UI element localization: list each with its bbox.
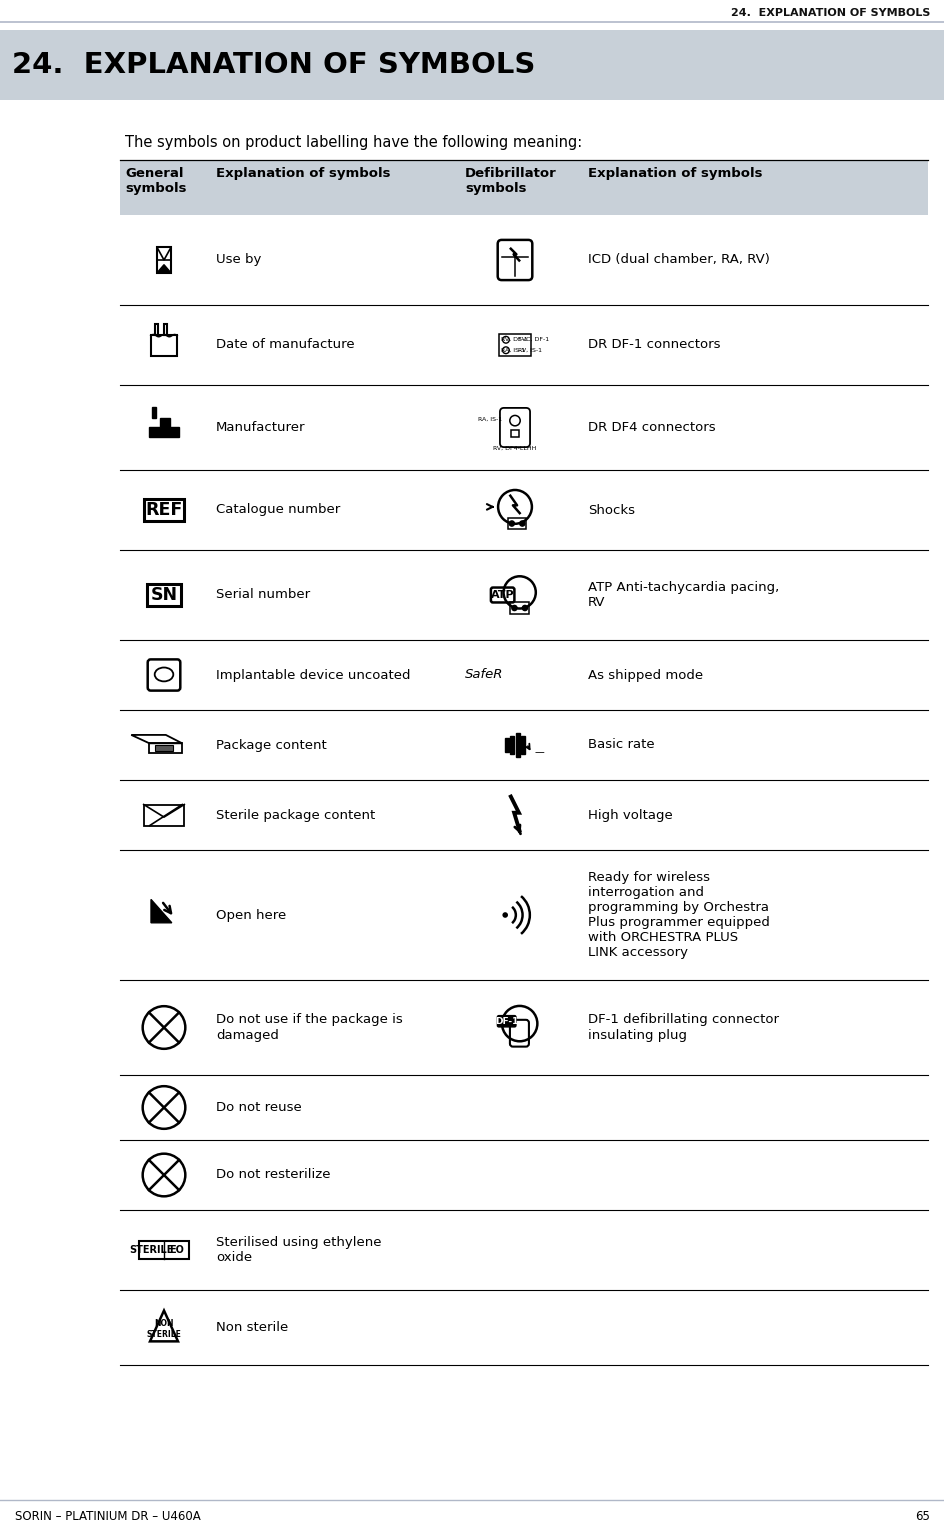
Bar [150,334,177,356]
Text: As shipped mode: As shipped mode [587,668,702,682]
Bar [152,408,156,419]
Text: RV, DF-1: RV, DF-1 [500,337,527,342]
Text: SVC, DF-1: SVC, DF-1 [517,337,548,342]
Bar [504,739,508,751]
Bar [498,334,531,356]
Text: Explanation of symbols: Explanation of symbols [216,167,390,179]
Bar [155,745,173,751]
Text: Shocks: Shocks [587,503,634,517]
Text: Sterilised using ethylene
oxide: Sterilised using ethylene oxide [216,1236,381,1265]
Text: —: — [534,747,544,757]
Text: Use by: Use by [216,253,261,267]
Text: Manufacturer: Manufacturer [216,422,305,434]
Circle shape [502,912,508,918]
Text: Ready for wireless
interrogation and
programming by Orchestra
Plus programmer eq: Ready for wireless interrogation and pro… [587,871,769,960]
Bar [515,733,519,757]
Text: General
symbols: General symbols [125,167,186,195]
Text: Explanation of symbols: Explanation of symbols [587,167,762,179]
Bar [163,323,167,334]
Text: NON
STERILE: NON STERILE [146,1320,181,1338]
Text: DF-1 defibrillating connector
insulating plug: DF-1 defibrillating connector insulating… [587,1013,778,1041]
Circle shape [512,606,516,610]
Text: The symbols on product labelling have the following meaning:: The symbols on product labelling have th… [125,135,582,150]
Bar [507,518,526,529]
Text: DR DF4 connectors: DR DF4 connectors [587,422,715,434]
Polygon shape [148,419,179,437]
Circle shape [519,521,524,526]
Text: Date of manufacture: Date of manufacture [216,339,354,351]
Bar [139,1242,189,1259]
Text: SORIN – PLATINIUM DR – U460A: SORIN – PLATINIUM DR – U460A [15,1510,200,1522]
Bar [511,429,518,437]
Text: RA, IS-1: RA, IS-1 [500,348,524,353]
Bar [143,805,184,825]
Circle shape [509,521,514,526]
Text: Defibrillator
symbols: Defibrillator symbols [464,167,556,195]
Polygon shape [151,900,172,923]
Text: Non sterile: Non sterile [216,1321,288,1334]
Text: STERILE: STERILE [129,1245,174,1256]
Text: Package content: Package content [216,739,327,751]
Text: Do not reuse: Do not reuse [216,1101,301,1114]
Bar [120,159,927,215]
Text: RA, IS-1: RA, IS-1 [478,417,501,422]
Bar [155,323,159,334]
Text: Do not resterilize: Do not resterilize [216,1168,330,1182]
Text: Do not use if the package is
damaged: Do not use if the package is damaged [216,1013,402,1041]
Text: Implantable device uncoated: Implantable device uncoated [216,668,410,682]
Text: Sterile package content: Sterile package content [216,808,375,822]
Text: DR DF-1 connectors: DR DF-1 connectors [587,339,719,351]
Text: SafeR: SafeR [464,668,503,682]
Bar [510,602,529,613]
Bar [157,247,171,273]
Circle shape [522,606,527,610]
Text: High voltage: High voltage [587,808,672,822]
Text: REF: REF [145,501,182,520]
Text: Basic rate: Basic rate [587,739,654,751]
Text: EO: EO [169,1245,184,1256]
Bar [147,584,180,607]
Text: RV, DF4-LLHH: RV, DF4-LLHH [493,446,536,451]
Text: 24.  EXPLANATION OF SYMBOLS: 24. EXPLANATION OF SYMBOLS [12,51,535,80]
Text: Open here: Open here [216,909,286,921]
FancyBboxPatch shape [0,31,944,100]
Text: 24.  EXPLANATION OF SYMBOLS: 24. EXPLANATION OF SYMBOLS [730,8,929,18]
Text: SN: SN [150,586,177,604]
FancyBboxPatch shape [497,1015,515,1027]
Text: ICD (dual chamber, RA, RV): ICD (dual chamber, RA, RV) [587,253,769,267]
Polygon shape [157,265,171,273]
Bar [510,736,514,754]
Text: Serial number: Serial number [216,589,310,601]
Bar [143,498,184,521]
Text: ATP: ATP [490,590,514,599]
Text: DF-1: DF-1 [495,1016,518,1026]
Text: Catalogue number: Catalogue number [216,503,340,517]
Text: RV, IS-1: RV, IS-1 [517,348,541,353]
Text: 65: 65 [914,1510,929,1522]
Text: ATP Anti-tachycardia pacing,
RV: ATP Anti-tachycardia pacing, RV [587,581,779,609]
Bar [521,736,525,754]
